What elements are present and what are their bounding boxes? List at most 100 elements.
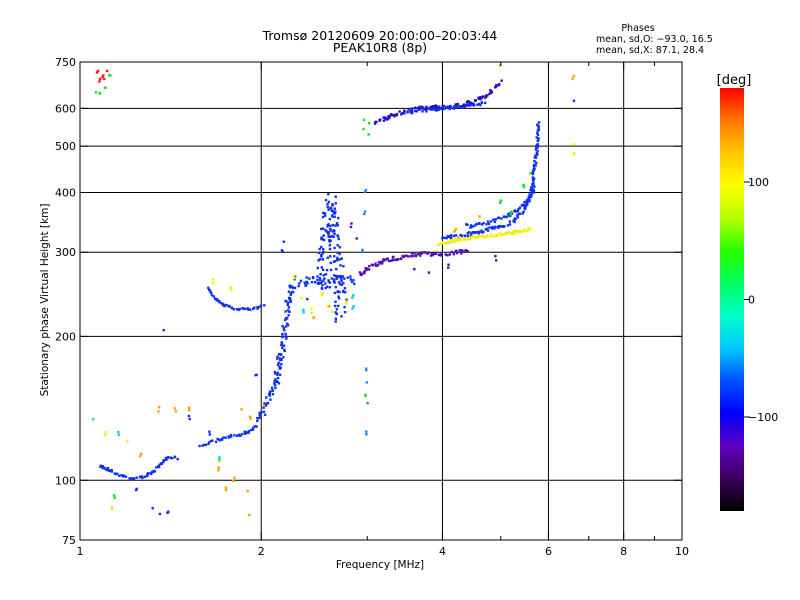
data-point [365, 381, 369, 384]
data-point [286, 303, 289, 307]
data-point [165, 458, 168, 461]
data-point [211, 281, 215, 285]
data-point [95, 71, 99, 74]
data-point [377, 261, 380, 264]
data-point [333, 291, 337, 295]
data-point [402, 255, 405, 258]
data-point [494, 218, 497, 221]
data-point [311, 276, 315, 280]
data-point [110, 468, 113, 472]
y-tick-label: 100 [55, 474, 76, 487]
data-point [134, 488, 138, 492]
data-point [435, 109, 438, 112]
data-point [216, 298, 219, 301]
data-point [94, 91, 98, 94]
data-point [529, 172, 532, 175]
data-point [362, 212, 366, 216]
data-point [126, 440, 129, 443]
data-point [281, 346, 284, 350]
data-point [328, 305, 331, 308]
data-point [461, 106, 464, 109]
data-point [452, 107, 455, 110]
data-point [150, 471, 153, 475]
data-point [263, 304, 266, 307]
data-point [494, 254, 497, 258]
data-point [334, 317, 338, 320]
data-point [479, 96, 482, 99]
data-point [290, 285, 294, 288]
data-point [328, 286, 332, 289]
data-point [287, 290, 291, 293]
data-point [161, 460, 165, 464]
data-point [340, 257, 344, 260]
data-point [488, 226, 491, 229]
data-point [353, 282, 356, 286]
data-point [531, 172, 535, 176]
data-point [416, 252, 420, 256]
data-point [317, 251, 321, 255]
data-point [510, 232, 513, 235]
y-tick-label: 500 [55, 140, 76, 153]
data-point [439, 253, 442, 257]
data-point [437, 253, 440, 256]
data-point [379, 262, 382, 265]
data-point [441, 104, 445, 108]
data-point [304, 284, 307, 287]
data-point [253, 306, 256, 309]
data-point [334, 274, 338, 278]
data-point [344, 291, 347, 294]
data-point [170, 456, 174, 460]
data-point [414, 254, 418, 258]
data-point [460, 234, 464, 238]
data-point [337, 216, 340, 220]
data-point [280, 357, 283, 361]
data-point [486, 234, 489, 237]
data-point [158, 463, 161, 467]
data-point [387, 259, 391, 263]
grid [79, 61, 683, 541]
data-point [519, 230, 522, 234]
data-point [278, 365, 281, 368]
data-point [92, 417, 95, 421]
data-point [345, 300, 348, 303]
data-point [251, 428, 255, 431]
data-point [516, 216, 520, 219]
data-point [527, 197, 531, 201]
data-point [101, 75, 104, 79]
data-point [439, 106, 443, 110]
data-point [460, 252, 463, 255]
data-point [488, 235, 492, 238]
data-point [152, 469, 155, 473]
data-point [278, 373, 282, 376]
data-point [536, 133, 540, 137]
data-point [410, 109, 414, 112]
data-point [291, 291, 295, 294]
data-point [463, 105, 467, 109]
data-point [501, 233, 504, 236]
data-point [477, 230, 481, 233]
data-point [413, 252, 416, 255]
data-point [366, 401, 369, 405]
data-point [302, 311, 305, 314]
data-point [513, 232, 516, 235]
data-point [516, 209, 520, 213]
data-point [362, 271, 366, 274]
data-point [281, 335, 284, 339]
data-point [326, 225, 329, 228]
data-point [399, 257, 403, 260]
data-point [243, 432, 247, 435]
data-point [427, 107, 431, 110]
data-point [221, 303, 225, 307]
data-point [260, 411, 263, 414]
data-point [337, 281, 341, 284]
data-point [113, 472, 116, 475]
data-point [333, 278, 336, 281]
data-point [268, 392, 271, 395]
data-point [316, 278, 319, 282]
data-point [232, 479, 235, 483]
data-point [187, 414, 191, 418]
data-point [499, 225, 503, 228]
data-point [305, 276, 308, 279]
data-point [241, 307, 244, 310]
data-point [334, 300, 337, 303]
